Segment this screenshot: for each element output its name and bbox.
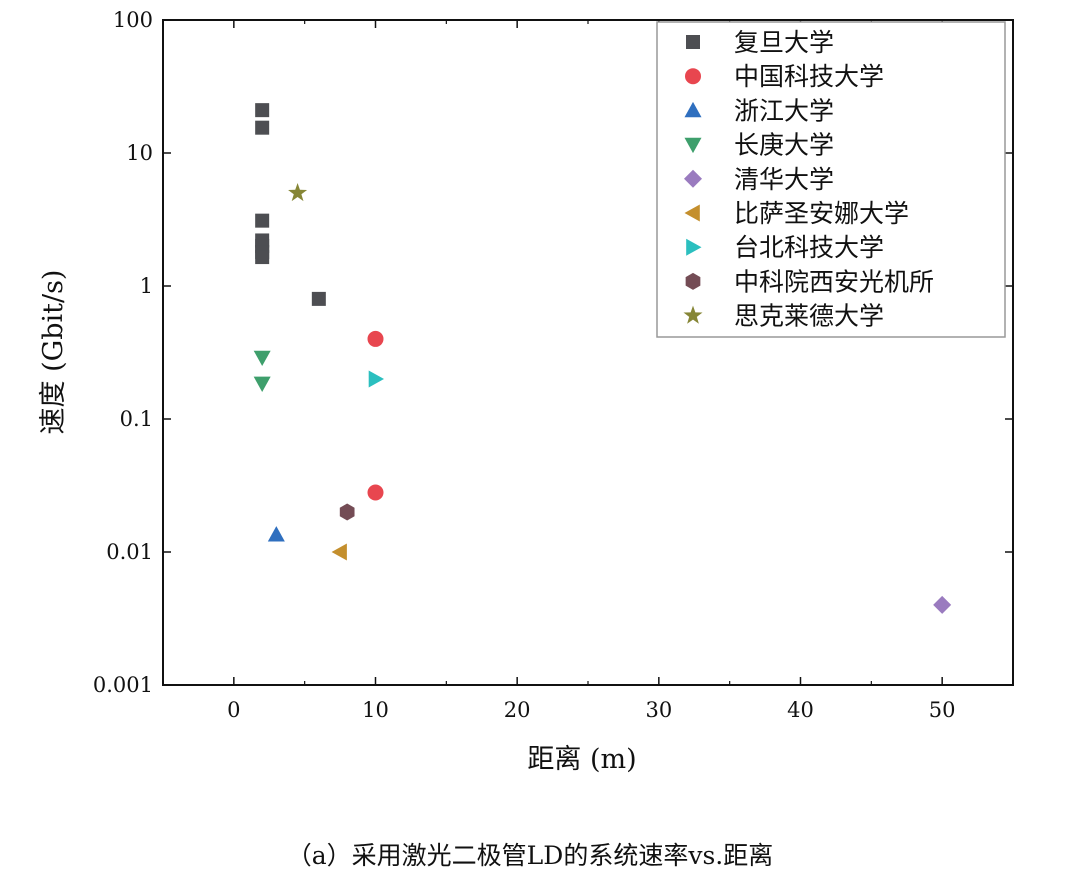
- legend-label: 复旦大学: [734, 28, 834, 57]
- legend: 复旦大学中国科技大学浙江大学长庚大学清华大学比萨圣安娜大学台北科技大学中科院西安…: [656, 21, 1006, 338]
- data-point: [331, 543, 347, 561]
- x-tick-label: 20: [504, 698, 531, 722]
- y-axis-label: 速度 (Gbit/s): [38, 270, 69, 435]
- y-tick-label: 100: [113, 8, 153, 32]
- data-point: [255, 103, 270, 118]
- data-point: [339, 503, 355, 521]
- legend-label: 中国科技大学: [734, 62, 884, 91]
- legend-label: 中科院西安光机所: [734, 267, 934, 296]
- data-point: [255, 120, 270, 135]
- legend-marker: [684, 137, 702, 154]
- legend-marker: [683, 305, 703, 324]
- legend-label: 浙江大学: [734, 96, 834, 125]
- data-point: [255, 213, 270, 228]
- y-tick-label: 1: [140, 274, 153, 298]
- legend-box: [656, 21, 1006, 338]
- legend-marker: [686, 35, 700, 49]
- legend-label: 思克莱德大学: [734, 302, 884, 331]
- x-axis-label: 距离 (m): [527, 744, 636, 775]
- data-point: [311, 291, 326, 306]
- legend-marker: [686, 238, 702, 256]
- data-point: [267, 526, 285, 542]
- data-point: [288, 183, 308, 202]
- y-tick-label: 0.1: [120, 407, 153, 431]
- data-point: [368, 370, 384, 388]
- y-tick-label: 0.01: [106, 540, 153, 564]
- x-axis: 0 10 20 30 40 50: [162, 20, 1014, 722]
- legend-marker: [684, 169, 702, 188]
- x-tick-label: 50: [929, 698, 956, 722]
- y-axis: 0.001 0.01 0.1 1 10 100: [93, 8, 1013, 697]
- legend-marker: [685, 272, 701, 290]
- legend-label: 比萨圣安娜大学: [734, 199, 909, 228]
- y-tick-label: 10: [126, 141, 153, 165]
- legend-marker: [685, 68, 701, 85]
- x-tick-label: 0: [227, 698, 240, 722]
- data-point: [367, 484, 384, 501]
- x-tick-label: 30: [645, 698, 672, 722]
- data-point: [253, 350, 271, 367]
- data-point: [367, 330, 384, 347]
- legend-marker: [684, 204, 700, 222]
- legend-label: 台北科技大学: [734, 233, 884, 262]
- x-tick-label: 40: [787, 698, 814, 722]
- data-point: [255, 250, 270, 265]
- legend-marker: [684, 101, 702, 118]
- legend-label: 清华大学: [734, 165, 834, 194]
- figure-caption: （a）采用激光二极管LD的系统速率vs.距离: [287, 841, 773, 870]
- data-points: [253, 103, 952, 614]
- y-tick-label: 0.001: [93, 673, 153, 697]
- data-point: [253, 376, 271, 392]
- data-point: [933, 595, 952, 614]
- legend-label: 长庚大学: [734, 131, 834, 160]
- x-tick-label: 10: [362, 698, 389, 722]
